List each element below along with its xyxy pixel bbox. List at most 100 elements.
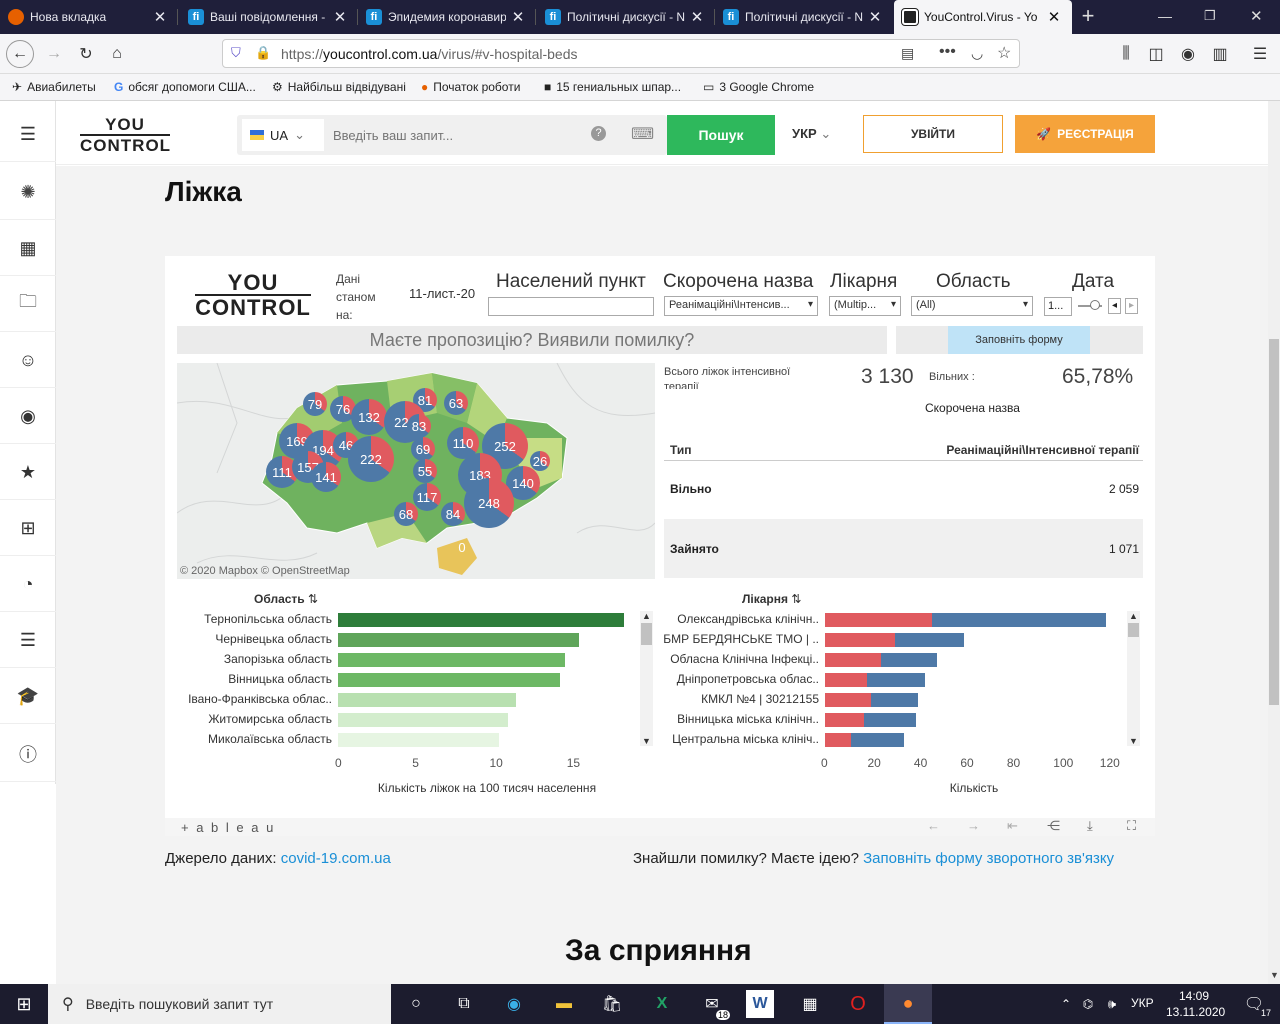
mail-icon[interactable]: ✉ 18: [705, 996, 730, 1020]
user-check-icon[interactable]: ☺: [0, 333, 56, 388]
region-filter-dropdown[interactable]: (All): [911, 296, 1033, 316]
region-bar[interactable]: [338, 673, 561, 687]
undo-icon[interactable]: ←: [927, 818, 940, 833]
settlement-filter-input[interactable]: [488, 297, 654, 316]
more-icon[interactable]: •••: [939, 43, 956, 60]
map-bubble[interactable]: 55: [413, 459, 437, 483]
calculator-icon[interactable]: ▦: [802, 996, 818, 1013]
task-view-icon[interactable]: ⧉: [458, 995, 470, 1012]
map-bubble[interactable]: 117: [413, 483, 441, 511]
source-link[interactable]: covid-19.com.ua: [280, 850, 391, 867]
hospital-filter-dropdown[interactable]: (Multip...: [829, 296, 901, 316]
hospital-bar-busy[interactable]: [825, 713, 865, 727]
help-icon[interactable]: ?: [591, 126, 606, 141]
close-icon[interactable]: ✕: [1047, 9, 1061, 26]
map-bubble[interactable]: 26: [530, 451, 550, 471]
tab-politics-1[interactable]: fi Політичні дискусії - N ✕: [537, 0, 715, 34]
hospital-bar-busy[interactable]: [825, 653, 881, 667]
minimize-icon[interactable]: —: [1158, 8, 1172, 24]
close-icon[interactable]: ✕: [868, 9, 882, 26]
pocket-icon[interactable]: ◡: [971, 45, 984, 61]
hospital-bar-free[interactable]: [894, 633, 965, 647]
sidebar-toggle-icon[interactable]: ◫: [1148, 46, 1164, 63]
opera-icon[interactable]: O: [850, 992, 866, 1015]
fullscreen-icon[interactable]: ⛶: [1127, 818, 1137, 833]
map-bubble[interactable]: 248: [464, 478, 514, 528]
network-icon[interactable]: ⌬: [1082, 997, 1094, 1011]
reload-icon[interactable]: ↻: [79, 46, 93, 63]
forward-icon[interactable]: →: [46, 45, 62, 62]
bookmark-item[interactable]: ⚙ Найбільш відвідувані: [272, 80, 406, 94]
keyboard-icon[interactable]: ⌨: [631, 126, 655, 143]
edge-icon[interactable]: ◉: [507, 996, 521, 1013]
home-icon[interactable]: ⌂: [112, 45, 122, 62]
file-explorer-icon[interactable]: ▬: [556, 995, 572, 1012]
excel-icon[interactable]: X: [656, 995, 668, 1012]
map-bubble[interactable]: 132: [351, 399, 387, 435]
map-bubble[interactable]: 84: [441, 502, 465, 526]
volume-icon[interactable]: 🕪: [1107, 996, 1117, 1011]
account-icon[interactable]: ◉: [1181, 46, 1195, 63]
menu-icon[interactable]: ☰: [1252, 46, 1268, 63]
hospital-bar-free[interactable]: [850, 733, 904, 747]
search-input[interactable]: [333, 120, 573, 150]
hospital-bar-busy[interactable]: [825, 733, 851, 747]
login-button[interactable]: УВІЙТИ: [863, 115, 1003, 153]
hospital-bar-free[interactable]: [871, 693, 918, 707]
star-folder-icon[interactable]: ★: [0, 445, 56, 500]
region-chart-scrollbar[interactable]: ▲ ▼: [640, 611, 653, 746]
tab-politics-2[interactable]: fi Політичні дискусії - N ✕: [715, 0, 893, 34]
region-bar[interactable]: [338, 613, 624, 627]
map-bubble[interactable]: 69: [411, 437, 435, 461]
info-icon[interactable]: ⓘ: [0, 727, 56, 782]
back-icon[interactable]: ←: [6, 40, 34, 68]
hospital-chart-scrollbar[interactable]: ▲ ▼: [1127, 611, 1140, 746]
next-date-icon[interactable]: ▸: [1125, 298, 1138, 314]
map-bubble[interactable]: 141: [311, 462, 341, 492]
region-bar[interactable]: [338, 653, 566, 667]
region-bar[interactable]: [338, 713, 508, 727]
firefox-taskbar-icon[interactable]: ●: [884, 984, 932, 1024]
tab-epidemic[interactable]: fi Эпидемия коронавир ✕: [358, 0, 536, 34]
date-slider-handle[interactable]: [1090, 300, 1100, 310]
tab-new[interactable]: Нова вкладка ✕: [0, 0, 178, 34]
hierarchy-icon[interactable]: ⊞: [0, 501, 56, 556]
star-icon[interactable]: ☆: [997, 45, 1012, 62]
reader-view-icon[interactable]: ▤: [901, 45, 915, 61]
date-filter-input[interactable]: 1...: [1044, 297, 1072, 316]
bookmark-item[interactable]: ● Початок роботи: [421, 80, 521, 94]
restore-icon[interactable]: ❐: [1204, 8, 1216, 23]
region-bar[interactable]: [338, 633, 580, 647]
word-icon[interactable]: W: [746, 990, 774, 1018]
address-bar[interactable]: ⛉ 🔒 https://youcontrol.com.ua/virus/#v-h…: [222, 39, 1020, 68]
bookmark-item[interactable]: ✈ Авиабилеты: [12, 80, 96, 94]
show-hidden-icon[interactable]: ⌃: [1060, 997, 1072, 1011]
prev-date-icon[interactable]: ◂: [1108, 298, 1121, 314]
cortana-icon[interactable]: ○: [411, 995, 421, 1012]
hospital-bar-busy[interactable]: [825, 613, 932, 627]
hospital-bar-busy[interactable]: [825, 693, 872, 707]
close-icon[interactable]: ✕: [511, 9, 525, 26]
pie-chart-icon[interactable]: ◔: [0, 557, 56, 612]
bookmark-item[interactable]: ■ 15 гениальных шпар...: [544, 80, 682, 94]
close-icon[interactable]: ✕: [690, 9, 704, 26]
site-logo[interactable]: YOU CONTROL: [80, 115, 172, 155]
library-icon[interactable]: ⫼: [1122, 45, 1130, 62]
fill-form-button[interactable]: Заповніть форму: [948, 326, 1090, 354]
map-bubble[interactable]: 63: [444, 391, 468, 415]
redo-icon[interactable]: →: [967, 818, 980, 833]
hospital-bar-free[interactable]: [880, 653, 937, 667]
feedback-link[interactable]: Заповніть форму зворотного зв'язку: [863, 850, 1115, 867]
window-close-icon[interactable]: ✕: [1250, 8, 1263, 25]
store-icon[interactable]: 🛍: [601, 996, 623, 1013]
tab-youcontrol[interactable]: YouControl.Virus - Yo ✕: [894, 0, 1072, 34]
dashboard-icon[interactable]: ▦: [0, 221, 56, 276]
search-button[interactable]: Пошук: [667, 115, 775, 155]
register-button[interactable]: 🚀 РЕЄСТРАЦІЯ: [1015, 115, 1155, 153]
notification-icon[interactable]: 🗨 17: [1243, 996, 1271, 1018]
page-scrollbar[interactable]: ▼: [1268, 101, 1280, 984]
hospital-bar-busy[interactable]: [825, 673, 867, 687]
sidebar-menu-icon[interactable]: ☰: [0, 107, 56, 162]
revert-icon[interactable]: ⇤: [1007, 818, 1018, 833]
